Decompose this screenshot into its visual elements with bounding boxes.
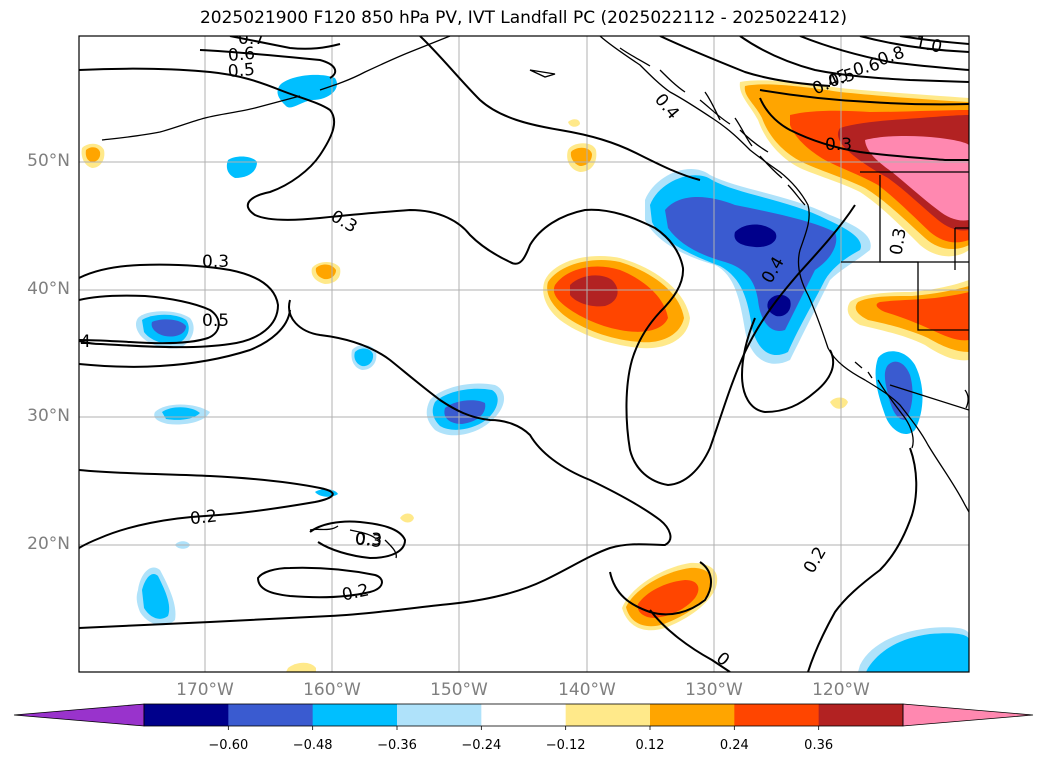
contour-label: 1.0 <box>913 33 944 58</box>
colorbar-tick-label: 0.36 <box>804 738 834 753</box>
map-frame <box>78 35 970 673</box>
colorbar-border <box>143 703 904 727</box>
colorbar-segment <box>228 704 314 726</box>
lat-label-50n: 50°N <box>27 151 70 171</box>
colorbar-segment <box>734 704 820 726</box>
lat-label-30n: 30°N <box>27 406 70 426</box>
colorbar-tick-label: 0.12 <box>635 738 665 753</box>
colorbar-tick-label: −0.24 <box>461 738 502 753</box>
colorbar-tick-label: 0.24 <box>719 738 749 753</box>
lon-label-130w: 130°W <box>685 680 743 700</box>
colorbar-segment <box>650 704 735 726</box>
gridlines <box>79 36 969 672</box>
lon-label-120w: 120°W <box>812 680 870 700</box>
colorbar-segment <box>818 704 904 726</box>
colorbar <box>13 703 1034 730</box>
lon-label-170w: 170°W <box>176 680 234 700</box>
pc-filled-regions <box>81 74 969 672</box>
contour-label: 0.3 <box>355 530 382 550</box>
colorbar-segment <box>312 704 398 726</box>
contour-label: 4 <box>80 332 91 352</box>
contour-label: 0.3 <box>825 135 852 155</box>
contour-label: 0.7 <box>238 29 265 49</box>
colorbar-segment <box>144 704 229 726</box>
chart-title: 2025021900 F120 850 hPa PV, IVT Landfall… <box>199 8 847 28</box>
colorbar-extend-low <box>13 703 145 727</box>
colorbar-segment <box>397 704 482 726</box>
contour-label: 0.5 <box>202 311 229 331</box>
contour-label: 0.6 <box>227 44 256 66</box>
lon-label-140w: 140°W <box>558 680 616 700</box>
lon-label-160w: 160°W <box>303 680 361 700</box>
colorbar-segment <box>481 704 567 726</box>
colorbar-extend-high <box>902 703 1034 727</box>
contour-label: 0.3 <box>354 529 384 553</box>
contour-label: 0.5 <box>227 60 256 82</box>
colorbar-tick-label: −0.48 <box>292 738 333 753</box>
colorbar-tick-label: −0.60 <box>208 738 249 753</box>
coastlines <box>101 36 969 559</box>
contour-label: 0.3 <box>202 252 229 272</box>
colorbar-segment <box>565 704 651 726</box>
pv-contours <box>79 36 969 672</box>
contour-label: 0.2 <box>189 506 218 529</box>
lat-label-40n: 40°N <box>27 279 70 299</box>
colorbar-tick-label: −0.36 <box>377 738 417 753</box>
lon-label-150w: 150°W <box>430 680 488 700</box>
contour-label: 0.3 <box>886 226 910 256</box>
colorbar-tick-label: −0.12 <box>545 738 586 753</box>
lat-label-20n: 20°N <box>27 534 70 554</box>
